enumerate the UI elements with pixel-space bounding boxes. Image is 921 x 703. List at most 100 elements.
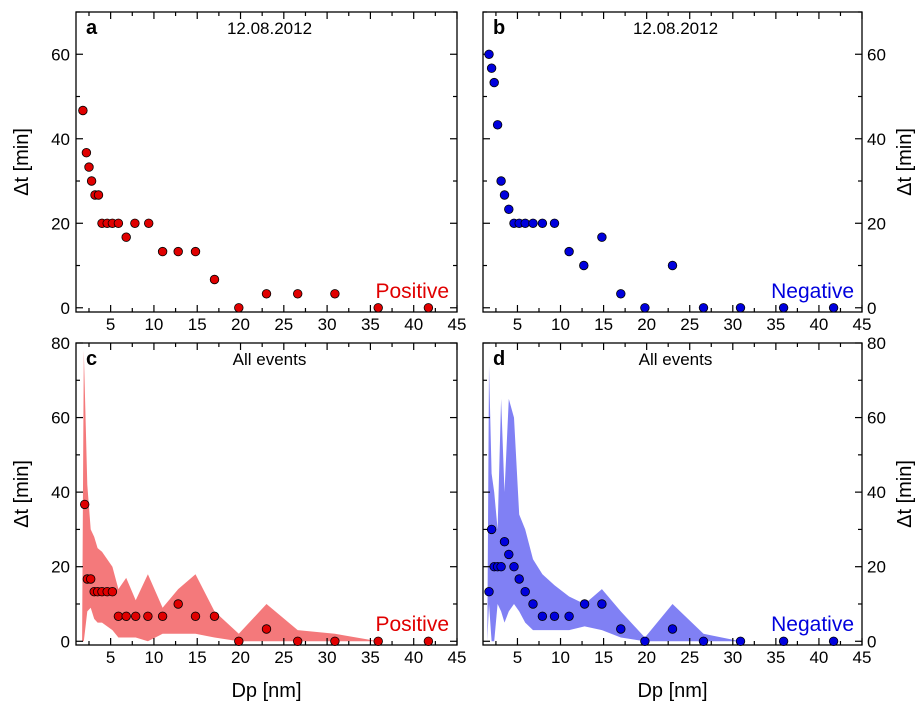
y-tick-label: 60 <box>867 45 886 64</box>
data-point <box>330 289 340 299</box>
y-tick-label: 40 <box>51 483 70 502</box>
data-point <box>423 303 434 313</box>
data-point <box>84 162 94 172</box>
data-point <box>486 63 497 73</box>
x-tick-label: 10 <box>551 648 570 667</box>
data-point <box>143 218 154 229</box>
data-point <box>564 611 574 622</box>
x-tick-label: 35 <box>766 315 785 334</box>
data-point <box>597 232 607 242</box>
data-point <box>86 176 97 186</box>
panel-title: 12.08.2012 <box>227 19 312 38</box>
y-tick-label: 0 <box>61 632 70 651</box>
data-point <box>698 636 709 647</box>
data-point <box>130 218 140 229</box>
x-tick-label: 45 <box>853 315 872 334</box>
data-point <box>667 260 678 271</box>
x-tick-label: 10 <box>551 315 570 334</box>
data-point <box>486 524 497 535</box>
panel-letter: a <box>86 17 98 39</box>
data-point <box>564 246 574 257</box>
data-point <box>616 289 626 299</box>
data-point <box>484 587 494 597</box>
data-point <box>209 274 220 285</box>
y-tick-label: 40 <box>867 483 886 502</box>
data-point <box>143 611 153 622</box>
y-axis-title: Δt [min] <box>11 128 33 196</box>
polarity-label: Positive <box>375 613 449 636</box>
panel-title: All events <box>639 350 713 369</box>
y-tick-label: 80 <box>51 334 70 353</box>
data-point <box>93 190 104 200</box>
x-tick-label: 25 <box>680 315 699 334</box>
x-tick-label: 5 <box>106 648 115 667</box>
panel-letter: b <box>493 17 505 39</box>
x-tick-label: 10 <box>144 315 163 334</box>
data-point <box>499 537 510 547</box>
data-point <box>496 562 506 572</box>
panel-b: 5 10 15 20 25 30 35 40 450 20 40 60 Δt [min] b 12.08.2… <box>482 11 916 334</box>
x-axis-title: Dp [nm] <box>231 680 301 702</box>
data-point <box>234 636 244 647</box>
x-tick-label: 25 <box>274 648 293 667</box>
data-point <box>79 499 90 510</box>
data-point <box>520 218 530 229</box>
data-point <box>616 624 626 634</box>
data-point <box>549 218 560 229</box>
range-band <box>487 365 834 642</box>
data-point <box>698 303 709 313</box>
panel-c: 5 10 15 20 25 30 35 40 45 0 20 40 60 80 Δt [min] Dp [nm… <box>11 334 466 702</box>
x-tick-label: 5 <box>106 315 115 334</box>
polarity-label: Negative <box>771 280 854 303</box>
data-point <box>157 246 168 257</box>
data-point <box>113 218 124 229</box>
data-point <box>423 636 434 647</box>
data-point <box>130 611 141 622</box>
x-tick-label: 35 <box>766 648 785 667</box>
x-tick-label: 20 <box>231 315 250 334</box>
y-tick-label: 20 <box>867 214 886 233</box>
x-tick-label: 5 <box>513 648 522 667</box>
data-point <box>190 246 201 257</box>
data-point <box>778 303 789 313</box>
data-point <box>121 232 131 242</box>
data-point <box>293 289 303 299</box>
x-tick-label: 25 <box>680 648 699 667</box>
y-tick-label: 80 <box>867 334 886 353</box>
data-point <box>778 636 789 647</box>
x-tick-label: 35 <box>361 315 380 334</box>
data-point <box>579 599 590 609</box>
y-tick-label: 60 <box>867 409 886 428</box>
x-tick-label: 20 <box>637 648 656 667</box>
data-point <box>78 105 88 116</box>
polarity-label: Positive <box>375 280 449 303</box>
polarity-label: Negative <box>771 613 854 636</box>
x-tick-label: 40 <box>404 648 423 667</box>
data-point <box>173 246 183 257</box>
data-point <box>81 147 92 158</box>
data-point <box>528 218 538 229</box>
data-point <box>828 636 839 647</box>
plot-frame <box>482 342 863 646</box>
x-tick-label: 30 <box>318 315 337 334</box>
x-tick-label: 10 <box>144 648 163 667</box>
data-point <box>735 636 746 647</box>
panel-title: All events <box>233 350 307 369</box>
x-tick-label: 40 <box>404 315 423 334</box>
y-tick-label: 0 <box>61 299 70 318</box>
y-tick-label: 20 <box>51 558 70 577</box>
panel-a: 5 10 15 20 25 30 35 40 45 0 20 40 60 Δt [min] a 12.08.2… <box>11 11 466 334</box>
data-point <box>499 190 510 200</box>
data-point <box>261 624 272 634</box>
data-point <box>509 562 519 572</box>
plot-frame <box>75 11 458 313</box>
data-point <box>549 611 560 622</box>
data-point <box>492 120 503 130</box>
x-tick-label: 15 <box>594 315 613 334</box>
data-point <box>113 611 124 622</box>
data-point <box>514 574 524 584</box>
data-point <box>173 599 183 609</box>
x-tick-label: 45 <box>448 648 467 667</box>
data-point <box>190 611 201 622</box>
